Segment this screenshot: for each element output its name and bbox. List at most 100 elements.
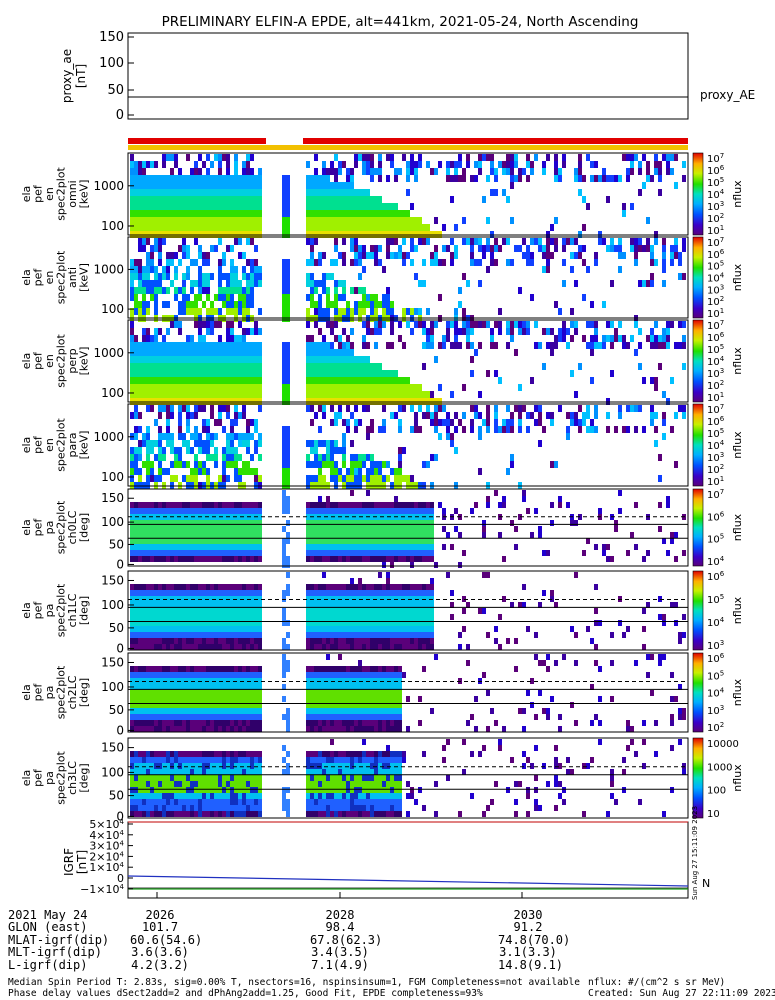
- ylabel-spec_omni: spec2plot: [55, 167, 68, 221]
- igrf-legend-n: N: [702, 877, 710, 890]
- ytick-label: 100: [101, 765, 124, 779]
- cbar-tick-label: 105: [707, 533, 724, 546]
- info-row-value: 3.6(3.6): [131, 945, 189, 960]
- status-bar-yellow: [128, 145, 688, 150]
- cbar-tick-label: 102: [707, 721, 724, 734]
- igrf-ylabel-1: IGRF: [62, 848, 76, 876]
- igrf-ytick-label: 0: [117, 872, 124, 885]
- cbar-tick-label: 104: [707, 616, 725, 629]
- ylabel-spec_anti: pef: [32, 268, 45, 287]
- cbar-tick-label: 101: [707, 475, 724, 488]
- ytick-label: 100: [101, 302, 124, 316]
- ytick-label: 0: [116, 809, 124, 823]
- cbar-tick-label: 1000: [707, 762, 732, 773]
- ytick-label: 0: [116, 557, 124, 571]
- cbar-tick-label: 106: [707, 510, 725, 523]
- cbar-label: nflux: [731, 596, 744, 624]
- proxy-ae-panel: proxy_AE proxy_ae [nT] 150 100 50 0: [60, 30, 755, 123]
- cbar-tick-label: 103: [707, 639, 724, 652]
- info-row-value: 7.1(4.9): [311, 957, 369, 972]
- ylabel-pa_ch3: ela: [20, 770, 33, 787]
- ytick-label: 150: [101, 741, 124, 755]
- ytick-label: 100: [101, 515, 124, 529]
- cbar-tick-label: 105: [707, 669, 724, 682]
- proxy-ae-legend: proxy_AE: [700, 88, 755, 102]
- ytick-label: 100: [101, 219, 124, 233]
- ylabel-pa_ch3: pef: [32, 768, 45, 787]
- status-bar-red-1: [128, 138, 266, 144]
- colorbar-pa_ch1: 106 105 104 103 nflux: [692, 570, 744, 652]
- igrf-ytick-label: 3×104: [89, 840, 124, 853]
- ylabel-pa_ch0: pef: [32, 518, 45, 537]
- ylabel-spec_omni: omni: [66, 180, 79, 207]
- ylabel-pa_ch0: spec2plot: [55, 500, 68, 554]
- cbar-label: nflux: [731, 431, 744, 459]
- info-row-value: 101.7: [141, 920, 179, 935]
- panel-frame: [127, 737, 689, 819]
- info-row-value: 98.4: [325, 920, 355, 935]
- info-row-value: 2030: [513, 908, 543, 922]
- panel-frame: [127, 570, 689, 651]
- footer-created: Created: Sun Aug 27 22:11:09 2023: [588, 988, 775, 999]
- info-row-label: L-igrf(dip): [8, 957, 88, 972]
- ylabel-spec_anti: en: [43, 271, 56, 285]
- ylabel-pa_ch1: pa: [43, 604, 56, 618]
- footer-line-2: Phase delay values dSect2add=2 and dPhAn…: [8, 988, 483, 999]
- cbar-tick-label: 103: [707, 704, 724, 717]
- colorbar-pa_ch2: 106 105 104 103 102 nflux: [692, 652, 744, 734]
- info-row-value: 74.8(70.0): [498, 932, 571, 947]
- ytick-label: 100: [101, 386, 124, 400]
- info-row-value: 14.8(9.1): [498, 957, 564, 972]
- proxy-ytick-label: 100: [99, 56, 124, 71]
- proxy-ytick-label: 0: [116, 108, 124, 123]
- ytick-label: 1000: [93, 262, 124, 276]
- igrf-ytick-label: 5×104: [89, 818, 124, 831]
- ylabel-pa_ch3: pa: [43, 771, 56, 785]
- cbar-label: nflux: [731, 180, 744, 208]
- footer-line-1: Median Spin Period T: 2.83s, sig=0.00% T…: [8, 977, 580, 988]
- proxy-ytick-label: 50: [107, 83, 124, 98]
- info-row-value: 91.2: [513, 920, 543, 935]
- info-row-value: 60.6(54.6): [130, 932, 203, 947]
- side-stamp: Sun Aug 27 15:11:09 2023: [691, 806, 699, 900]
- igrf-ytick-label: 1×104: [89, 861, 124, 874]
- info-row-value: 3.1(3.3): [499, 945, 557, 960]
- ylabel-pa_ch3: ch3LC: [66, 761, 79, 795]
- cbar-label: nflux: [731, 347, 744, 375]
- ylabel-pa_ch0: [deg]: [78, 513, 91, 542]
- cbar-label: nflux: [731, 513, 744, 541]
- ytick-label: 150: [101, 491, 124, 505]
- info-row-value: 3.4(3.5): [311, 945, 369, 960]
- ylabel-spec_anti: [keV]: [78, 263, 91, 292]
- footer-nflux-unit: nflux: #/(cm^2 s sr MeV): [588, 977, 726, 988]
- cbar-tick-label: 107: [707, 488, 724, 501]
- info-row-value: 67.8(62.3): [310, 932, 383, 947]
- igrf-ytick-label: 4×104: [89, 829, 124, 842]
- ylabel-pa_ch2: pef: [32, 683, 45, 702]
- igrf-ytick-label: 2×104: [89, 850, 124, 863]
- ylabel-pa_ch0: ela: [20, 519, 33, 536]
- ylabel-spec_para: [keV]: [78, 431, 91, 460]
- ytick-label: 50: [109, 621, 124, 635]
- ylabel-pa_ch2: pa: [43, 686, 56, 700]
- cbar-tick-label: 104: [707, 687, 725, 700]
- panel-frame: [127, 488, 689, 567]
- ylabel-spec_omni: en: [43, 187, 56, 201]
- ylabel-pa_ch3: spec2plot: [55, 751, 68, 805]
- ytick-label: 1000: [93, 346, 124, 360]
- ylabel-spec_para: para: [66, 433, 79, 458]
- ylabel-spec_para: en: [43, 438, 56, 452]
- status-bar-red-2: [303, 138, 688, 144]
- ylabel-pa_ch2: spec2plot: [55, 665, 68, 719]
- info-row-label: GLON (east): [8, 920, 88, 935]
- plot-title: PRELIMINARY ELFIN-A EPDE, alt=441km, 202…: [162, 14, 639, 30]
- ylabel-pa_ch0: ch0LC: [66, 510, 79, 544]
